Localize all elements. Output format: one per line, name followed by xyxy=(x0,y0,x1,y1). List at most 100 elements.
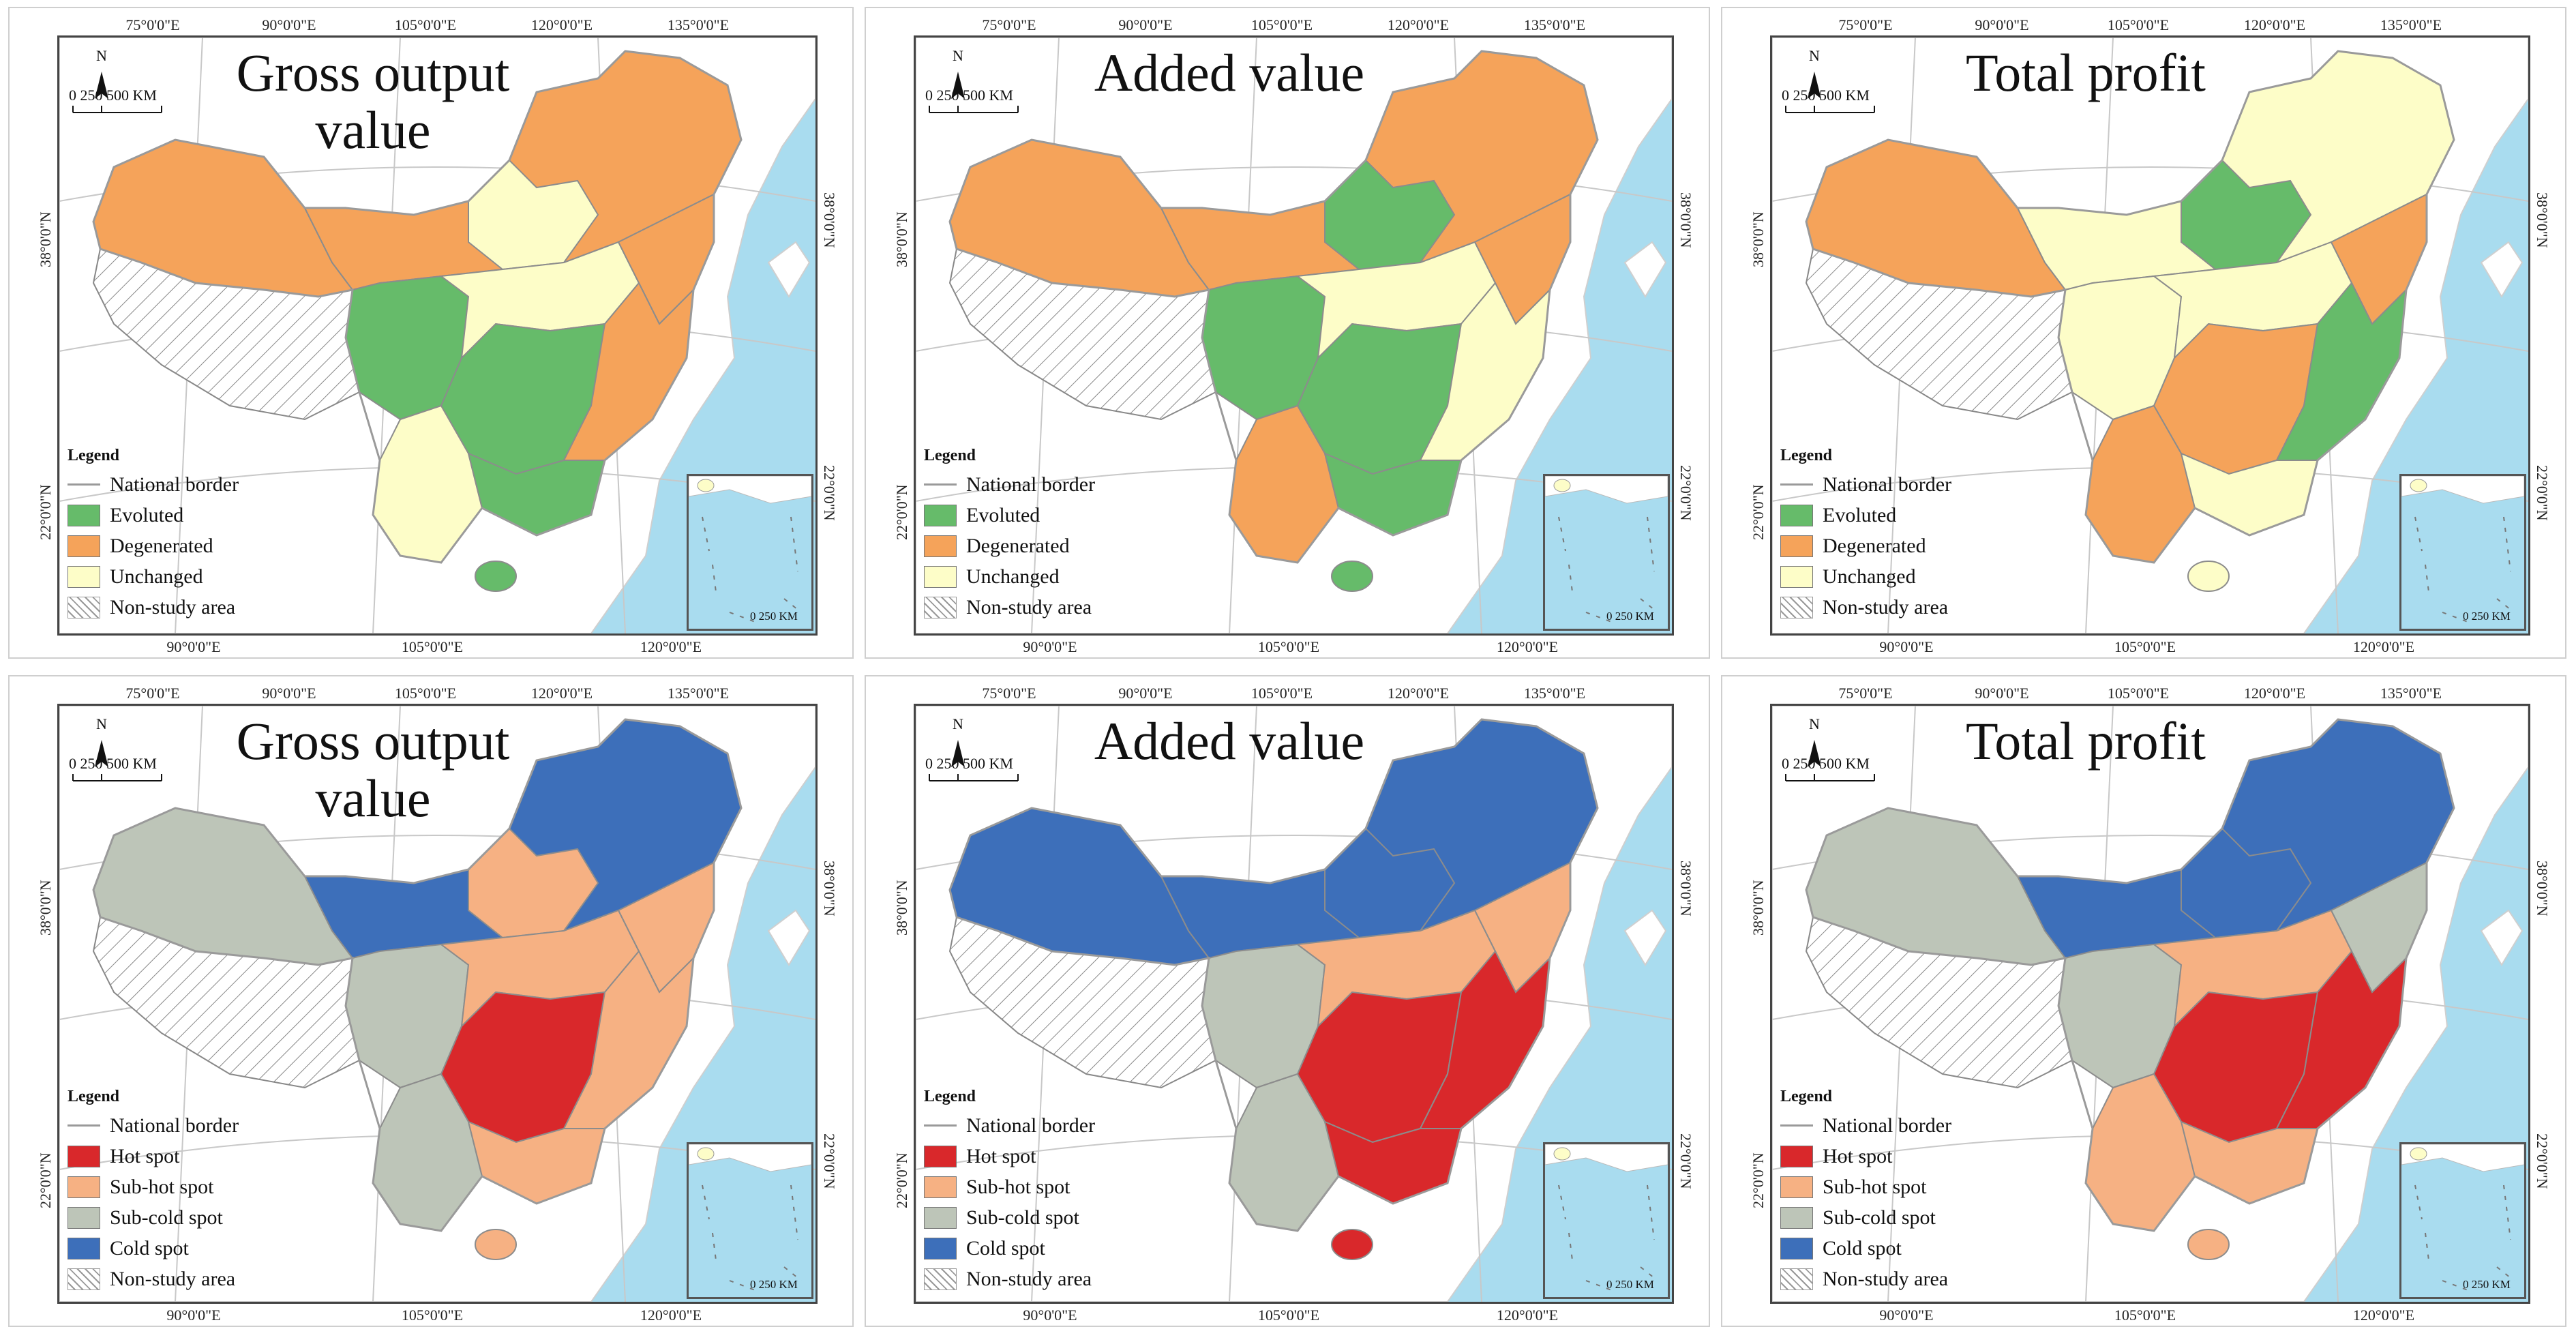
legend-swatch xyxy=(68,1176,100,1198)
north-arrow-icon xyxy=(95,740,108,767)
map-panel: 75°0'0"E 90°0'0"E 105°0'0"E 120°0'0"E 135°0'… xyxy=(865,675,1710,1327)
legend-swatch xyxy=(68,1124,100,1127)
legend-item: Sub-cold spot xyxy=(1776,1202,1994,1233)
legend-label: National border xyxy=(110,1114,239,1137)
scale-bar xyxy=(72,774,162,781)
south-china-sea-inset: 0 250 KM xyxy=(2399,1142,2526,1299)
legend-title: Legend xyxy=(68,447,120,464)
map-frame: N 0 250 500 KM Added value Legend National b… xyxy=(914,704,1674,1304)
map-title: Added value xyxy=(1094,43,1365,102)
map-title: Total profit xyxy=(1966,711,2206,771)
map-frame: N 0 250 500 KM Total profit Legend National … xyxy=(1770,35,2530,636)
legend: Legend National border Evoluted Degenerated… xyxy=(920,447,1138,623)
left-latitude-label: 22°0'0"N xyxy=(893,1152,910,1208)
legend-item: National border xyxy=(920,1110,1138,1141)
legend-swatch xyxy=(68,483,100,486)
bottom-longitude-label: 120°0'0"E xyxy=(640,638,702,655)
bottom-longitude-label: 105°0'0"E xyxy=(401,638,464,655)
legend-label: National border xyxy=(966,1114,1096,1137)
scale-bar xyxy=(72,106,162,113)
legend-item: Unchanged xyxy=(1776,561,1994,592)
bottom-longitude-label: 120°0'0"E xyxy=(640,1307,702,1324)
inset-scale-label: 0 250 KM xyxy=(750,1278,798,1291)
top-longitude-label: 120°0'0"E xyxy=(530,16,593,33)
north-label: N xyxy=(96,47,107,64)
north-label: N xyxy=(953,715,963,732)
top-longitude-label: 90°0'0"E xyxy=(1975,685,2029,702)
inset-scale-label: 0 250 KM xyxy=(2463,610,2511,623)
legend-label: Non-study area xyxy=(110,595,236,618)
bottom-longitude-label: 120°0'0"E xyxy=(2352,1307,2415,1324)
legend-title: Legend xyxy=(1780,1088,1833,1105)
bottom-longitude-label: 105°0'0"E xyxy=(1257,638,1320,655)
bottom-longitude-label: 90°0'0"E xyxy=(1879,638,1934,655)
legend-item: Cold spot xyxy=(920,1233,1138,1264)
south-china-sea-inset: 0 250 KM xyxy=(1543,1142,1670,1299)
legend-item: National border xyxy=(1776,469,1994,500)
left-latitude-label: 38°0'0"N xyxy=(893,211,910,267)
national-border xyxy=(1805,50,2455,564)
left-latitude-label: 22°0'0"N xyxy=(1750,484,1767,540)
legend: Legend National border Hot spot Sub-hot spo… xyxy=(920,1088,1138,1294)
north-label: N xyxy=(96,715,107,732)
scale-label: 0 250 500 KM xyxy=(69,755,157,772)
top-longitude-label: 120°0'0"E xyxy=(2243,685,2306,702)
legend-item: Sub-hot spot xyxy=(63,1172,282,1202)
map-frame: N 0 250 500 KM Gross output value Legend Nat… xyxy=(57,704,818,1304)
legend-swatch xyxy=(1780,1268,1813,1290)
region-evoluted xyxy=(2181,159,2312,271)
legend-label: Non-study area xyxy=(110,1267,236,1290)
north-arrow-icon xyxy=(951,740,965,767)
legend-item: Sub-cold spot xyxy=(920,1202,1138,1233)
right-latitude-label: 22°0'0"N xyxy=(821,1133,838,1189)
right-latitude-label: 22°0'0"N xyxy=(2534,465,2551,521)
scale-bar xyxy=(1785,774,1875,781)
map-svg xyxy=(59,706,815,1302)
legend-item: Sub-cold spot xyxy=(63,1202,282,1233)
region-cold xyxy=(2181,827,2312,939)
legend-item: National border xyxy=(1776,1110,1994,1141)
right-latitude-label: 38°0'0"N xyxy=(2534,861,2551,916)
top-longitude-label: 135°0'0"E xyxy=(2380,685,2442,702)
top-longitude-label: 120°0'0"E xyxy=(1387,685,1450,702)
legend-swatch xyxy=(924,596,957,618)
map-title: Total profit xyxy=(1966,43,2206,102)
legend-label: Unchanged xyxy=(966,565,1060,588)
legend-item: Evoluted xyxy=(63,500,282,531)
top-longitude-label: 135°0'0"E xyxy=(667,16,730,33)
top-longitude-label: 90°0'0"E xyxy=(1975,16,2029,33)
hainan-island xyxy=(2187,561,2230,592)
north-label: N xyxy=(953,47,963,64)
legend-item: Degenerated xyxy=(63,531,282,561)
island xyxy=(767,241,811,298)
north-arrow-icon xyxy=(95,72,108,99)
legend-label: Cold spot xyxy=(966,1236,1045,1259)
scale-label: 0 250 500 KM xyxy=(925,87,1013,104)
scale-bar xyxy=(1785,106,1875,113)
scale-label: 0 250 500 KM xyxy=(925,755,1013,772)
top-longitude-label: 90°0'0"E xyxy=(1118,685,1173,702)
bottom-longitude-label: 90°0'0"E xyxy=(1879,1307,1934,1324)
map-frame: N 0 250 500 KM Total profit Legend National … xyxy=(1770,704,2530,1304)
top-longitude-label: 90°0'0"E xyxy=(262,685,316,702)
top-longitude-label: 135°0'0"E xyxy=(2380,16,2442,33)
legend-label: Degenerated xyxy=(1823,534,1926,557)
left-latitude-label: 22°0'0"N xyxy=(1750,1152,1767,1208)
map-frame: N 0 250 500 KM Added value Legend National b… xyxy=(914,35,1674,636)
north-label: N xyxy=(1809,715,1820,732)
map-svg xyxy=(1772,706,2528,1302)
legend-swatch xyxy=(924,535,957,557)
region-cold xyxy=(1324,827,1456,939)
legend: Legend National border Evoluted Degenerated… xyxy=(1776,447,1994,623)
scale-label: 0 250 500 KM xyxy=(1782,87,1870,104)
north-arrow-icon xyxy=(951,72,965,99)
south-china-sea-inset: 0 250 KM xyxy=(687,474,813,631)
region-evoluted xyxy=(1324,159,1456,271)
legend-swatch xyxy=(68,565,100,588)
bottom-longitude-label: 90°0'0"E xyxy=(166,638,221,655)
legend: Legend National border Evoluted Degenerated… xyxy=(63,447,282,623)
legend-swatch xyxy=(68,535,100,557)
legend-swatch xyxy=(924,483,957,486)
map-panel: 75°0'0"E 90°0'0"E 105°0'0"E 120°0'0"E 135°0'… xyxy=(8,675,854,1327)
left-latitude-label: 38°0'0"N xyxy=(37,211,54,267)
